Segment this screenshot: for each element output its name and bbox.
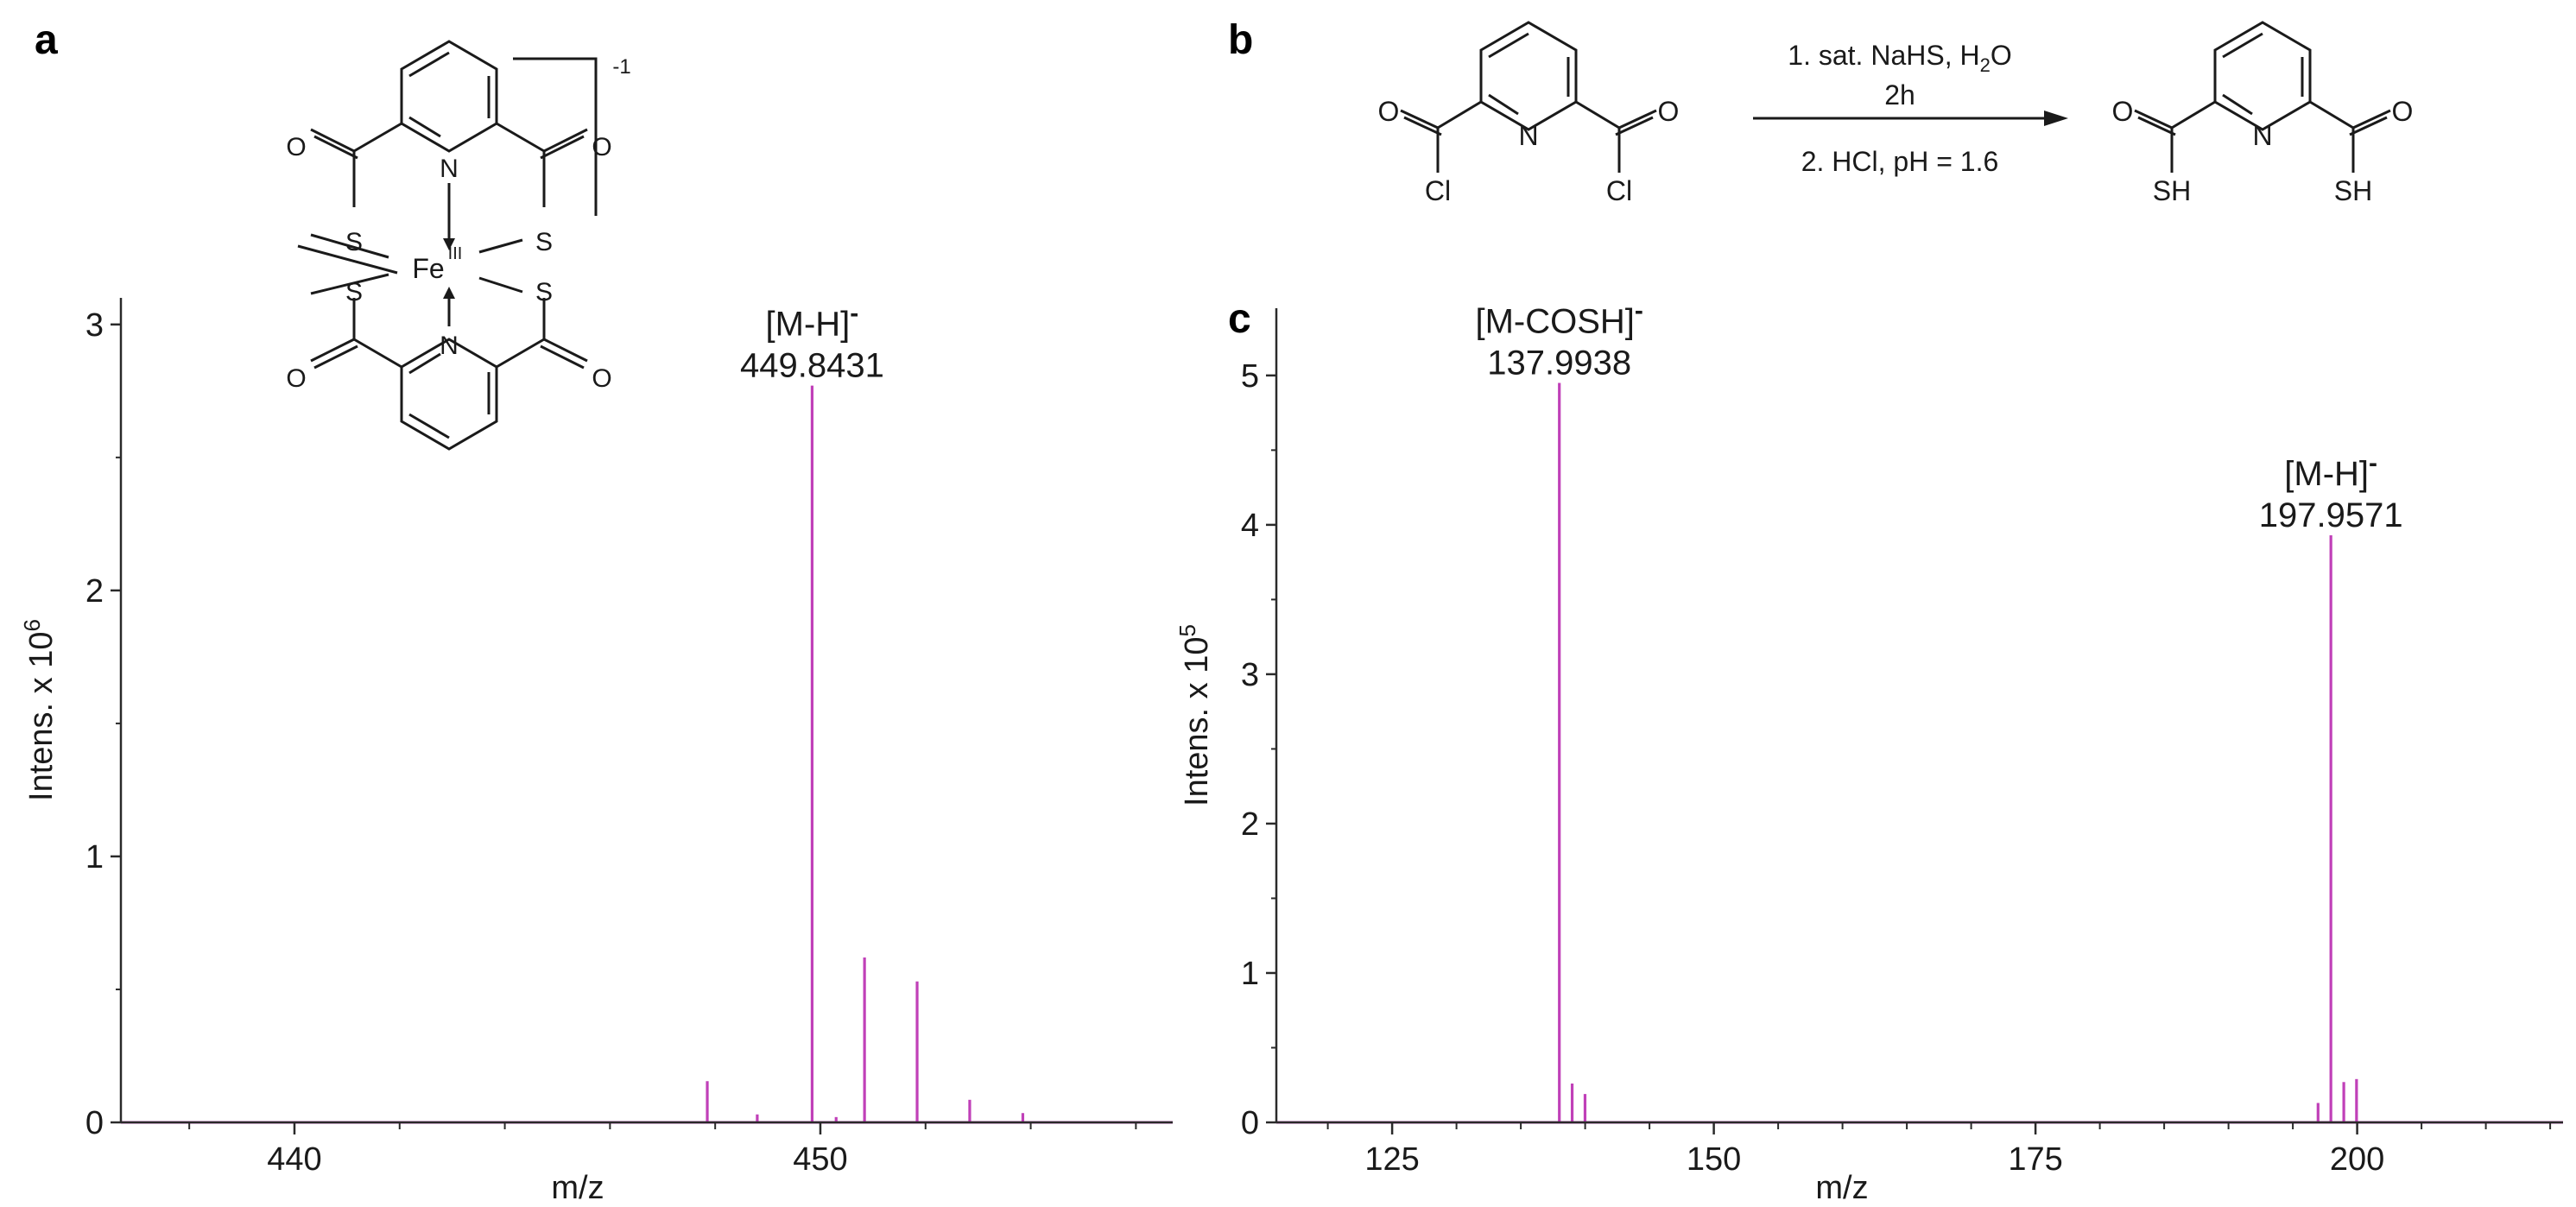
panel-label-c: c <box>1228 296 1251 342</box>
reactant-atom-N: N <box>1518 120 1538 151</box>
mass-spectrum-a: 0 1 2 3 440 450 m/z Intens. x 106 [M-H]-449.8431 <box>19 298 1173 1206</box>
x-tick-label: 125 <box>1364 1141 1419 1178</box>
y-tick-label: 2 <box>1241 806 1259 843</box>
y-tick-label: 4 <box>1241 508 1259 544</box>
y-tick-label: 2 <box>85 573 104 610</box>
atom-N-top: N <box>440 155 459 183</box>
peak-mz-label: 449.8431 <box>740 347 884 385</box>
peak-mz-label: 137.9938 <box>1487 344 1631 382</box>
reactant-structure <box>1400 21 1657 173</box>
iron-complex-atoms: N N O O O O S S S S Fe III -1 <box>286 55 630 393</box>
reaction-arrowhead <box>2044 111 2068 126</box>
y-tick-label: 0 <box>1241 1105 1259 1141</box>
y-axis-label: Intens. x 105 <box>1174 624 1215 806</box>
reactant-group-cl: Cl <box>1425 175 1451 206</box>
mass-spectrum-c: 0 1 2 3 4 5 125 150 175 200 m/z Intens. x 105 [M-COS… <box>1174 297 2563 1206</box>
product-atom-O: O <box>2112 96 2134 127</box>
peak-ion-label: [M-H]- <box>2284 449 2377 493</box>
bottom-pyridine-ring <box>400 338 498 451</box>
x-tick-label: 440 <box>267 1141 321 1178</box>
y-tick-label: 0 <box>85 1105 104 1141</box>
y-tick-label: 3 <box>85 307 104 344</box>
x-tick-label: 175 <box>2008 1141 2062 1178</box>
peak-mz-label: 197.9571 <box>2259 496 2403 534</box>
y-tick-label: 5 <box>1241 358 1259 395</box>
product-group-sh: SH <box>2153 175 2191 206</box>
reaction-condition-2: 2. HCl, pH = 1.6 <box>1801 146 1999 177</box>
x-axis-label: m/z <box>1815 1170 1868 1206</box>
atom-Fe: Fe <box>412 253 444 284</box>
atom-O: O <box>286 133 306 161</box>
iron-complex-structure <box>297 40 598 451</box>
oxidation-state: III <box>448 244 463 263</box>
reactant-group-cl: Cl <box>1606 175 1632 206</box>
product-structure <box>2134 21 2391 173</box>
atom-N-bottom: N <box>440 332 459 360</box>
x-tick-label: 450 <box>793 1141 847 1178</box>
reactant-atom-O: O <box>1658 96 1680 127</box>
x-axis-label: m/z <box>551 1170 604 1206</box>
panel-label-a: a <box>35 17 58 63</box>
atom-S: S <box>535 228 553 256</box>
atom-S: S <box>345 278 363 306</box>
atom-S: S <box>535 278 553 306</box>
reaction-scheme: N O O Cl Cl 1. sat. NaHS, H2O 2h 2. HCl,… <box>1378 21 2414 206</box>
complex-charge: -1 <box>612 55 630 79</box>
y-tick-label: 1 <box>1241 956 1259 992</box>
product-atom-N: N <box>2252 120 2272 151</box>
x-tick-label: 200 <box>2330 1141 2384 1178</box>
y-tick-label: 3 <box>1241 657 1259 693</box>
atom-S: S <box>345 228 363 256</box>
y-axis-label: Intens. x 106 <box>19 619 60 801</box>
product-group-sh: SH <box>2334 175 2372 206</box>
atom-O: O <box>592 133 611 161</box>
reaction-time: 2h <box>1884 79 1915 111</box>
x-tick-label: 150 <box>1687 1141 1741 1178</box>
peak-ion-label: [M-COSH]- <box>1475 297 1642 341</box>
y-tick-label: 1 <box>85 839 104 875</box>
reactant-atom-O: O <box>1378 96 1400 127</box>
reaction-condition-1: 1. sat. NaHS, H2O <box>1788 40 2011 76</box>
peak-ion-label: [M-H]- <box>766 300 859 344</box>
top-pyridine-ring <box>400 40 498 153</box>
product-atom-O: O <box>2392 96 2414 127</box>
panel-label-b: b <box>1228 17 1253 63</box>
atom-O: O <box>592 364 611 393</box>
atom-O: O <box>286 364 306 393</box>
